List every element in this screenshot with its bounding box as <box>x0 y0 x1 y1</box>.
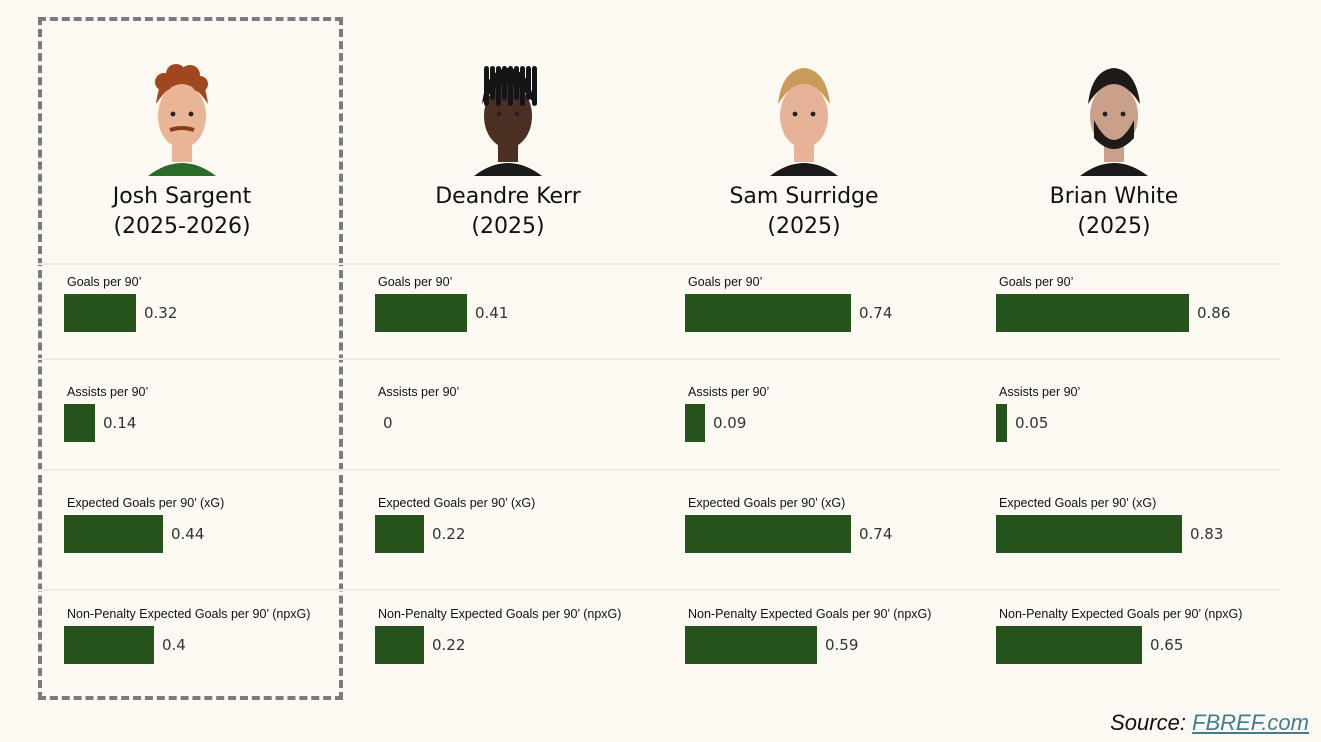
player-header: Josh Sargent (2025-2026) <box>32 60 332 242</box>
bar <box>996 626 1142 664</box>
player-header: Brian White (2025) <box>964 60 1264 242</box>
metric-label: Expected Goals per 90’ (xG) <box>67 496 225 510</box>
metric-label: Assists per 90’ <box>688 385 770 399</box>
metric-label: Goals per 90’ <box>688 275 763 289</box>
bar <box>64 294 136 332</box>
player-portrait-curly-red-hair-icon <box>148 64 216 176</box>
bar-value-label: 0.86 <box>1197 304 1231 322</box>
player-portrait-dark-dreadlocks-icon <box>474 66 542 176</box>
bar <box>996 294 1189 332</box>
bar-value-label: 0.22 <box>432 525 466 543</box>
bar <box>996 404 1007 442</box>
bar <box>685 294 851 332</box>
bar <box>64 626 154 664</box>
metric-label: Assists per 90’ <box>67 385 149 399</box>
metric-label: Expected Goals per 90’ (xG) <box>378 496 536 510</box>
player-portrait-short-blond-hair-icon <box>770 68 838 176</box>
row-separator <box>38 469 1280 471</box>
bar <box>64 515 163 553</box>
player-header: Deandre Kerr (2025) <box>358 60 658 242</box>
player-name: Deandre Kerr <box>435 184 581 209</box>
bar-value-label: 0.74 <box>859 304 893 322</box>
metric-label: Non-Penalty Expected Goals per 90’ (npxG… <box>378 607 622 621</box>
bar-value-label: 0.44 <box>171 525 205 543</box>
metric-label: Assists per 90’ <box>378 385 460 399</box>
source-link[interactable]: FBREF.com <box>1192 710 1309 735</box>
bar-value-label: 0.32 <box>144 304 178 322</box>
metric-label: Assists per 90’ <box>999 385 1081 399</box>
player-season: (2025-2026) <box>113 214 251 239</box>
bar-value-label: 0.4 <box>162 636 186 654</box>
metric-label: Goals per 90’ <box>999 275 1074 289</box>
player-name: Sam Surridge <box>729 184 879 209</box>
row-separator <box>38 263 1280 265</box>
player-name: Josh Sargent <box>112 184 252 209</box>
metric-label: Goals per 90’ <box>378 275 453 289</box>
row-separator <box>38 358 1280 360</box>
bar <box>996 515 1182 553</box>
source-credit: Source: FBREF.com <box>1110 710 1309 736</box>
player-portrait-dark-hair-beard-icon <box>1080 68 1148 176</box>
bar <box>375 515 424 553</box>
bar-value-label: 0.59 <box>825 636 859 654</box>
metric-label: Expected Goals per 90’ (xG) <box>688 496 846 510</box>
bar-value-label: 0 <box>383 414 393 432</box>
bar-value-label: 0.74 <box>859 525 893 543</box>
player-season: (2025) <box>1077 214 1151 239</box>
bar <box>64 404 95 442</box>
player-season: (2025) <box>471 214 545 239</box>
bar <box>375 294 467 332</box>
bar-value-label: 0.83 <box>1190 525 1224 543</box>
row-separator <box>38 589 1280 591</box>
metric-label: Non-Penalty Expected Goals per 90’ (npxG… <box>999 607 1243 621</box>
bar-value-label: 0.65 <box>1150 636 1184 654</box>
bar <box>685 404 705 442</box>
player-season: (2025) <box>767 214 841 239</box>
bar <box>375 626 424 664</box>
bar-value-label: 0.05 <box>1015 414 1049 432</box>
metric-label: Expected Goals per 90’ (xG) <box>999 496 1157 510</box>
bar <box>685 515 851 553</box>
source-label: Source: <box>1110 710 1193 735</box>
bar <box>685 626 817 664</box>
bar-value-label: 0.22 <box>432 636 466 654</box>
metric-label: Goals per 90’ <box>67 275 142 289</box>
metric-label: Non-Penalty Expected Goals per 90’ (npxG… <box>688 607 932 621</box>
bar-value-label: 0.14 <box>103 414 137 432</box>
bar-value-label: 0.09 <box>713 414 747 432</box>
metric-label: Non-Penalty Expected Goals per 90’ (npxG… <box>67 607 311 621</box>
bar-value-label: 0.41 <box>475 304 509 322</box>
player-name: Brian White <box>1049 184 1179 209</box>
player-header: Sam Surridge (2025) <box>654 60 954 242</box>
